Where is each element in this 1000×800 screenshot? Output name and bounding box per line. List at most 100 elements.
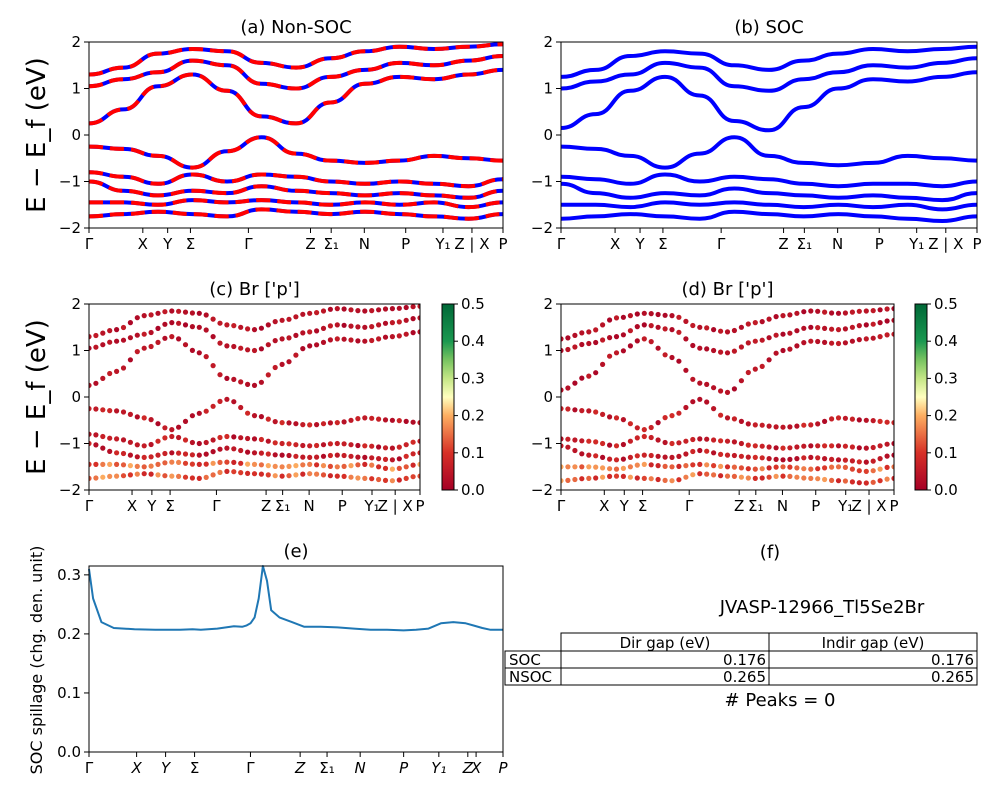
projected-point [176,320,182,326]
projected-point [196,461,202,467]
projected-point [731,327,738,334]
projected-point [238,470,244,476]
indir-gap-value: 0.265 [931,668,974,686]
projected-point [382,417,389,423]
projected-point [396,333,402,339]
x-tick-label: Γ [85,759,94,777]
y-tick-label: 0 [543,126,553,144]
projected-point [389,445,395,451]
plot-frame [88,41,504,229]
x-tick-label: N [359,235,370,253]
projected-point [176,473,182,479]
x-tick-label: Z [734,497,744,515]
projected-point [613,415,620,421]
projected-point [134,463,140,469]
dir-gap-value: 0.265 [723,668,766,686]
projected-point [829,456,835,462]
projected-point [362,461,368,467]
projected-point [884,419,890,425]
projected-point [738,378,745,384]
projected-point [565,346,571,353]
projected-point [100,375,106,381]
projected-point [93,475,99,481]
projected-point [877,456,883,462]
projected-point [320,421,327,427]
projected-point [258,414,264,420]
projected-point [731,452,738,459]
projected-point [724,464,731,470]
projected-point [711,347,717,354]
x-tick-label: P [338,497,347,515]
projected-point [89,382,92,388]
projected-point [265,451,271,457]
projected-point [669,327,675,333]
projected-point [600,474,606,480]
projected-point [148,329,154,336]
projected-point [891,317,894,323]
projected-point [245,347,251,353]
projected-point [794,474,800,480]
projected-point [189,439,195,446]
projected-point [655,463,661,469]
projected-point [842,415,849,421]
x-tick-label: Z [305,235,315,253]
projected-point [348,474,354,480]
projected-point [704,381,710,387]
projected-point [169,308,175,314]
projected-point [835,457,842,463]
projected-point [620,332,627,338]
x-tick-label: Σ₁ [275,497,291,515]
projected-point [327,306,333,312]
projected-point [182,474,189,480]
projected-point [572,447,578,454]
projected-point [176,459,182,465]
projected-point [829,464,835,470]
projected-point [279,317,285,323]
projected-point [300,471,306,477]
projected-point [369,415,375,421]
projected-point [607,473,613,479]
projected-point [579,438,585,444]
projected-point [189,347,195,353]
projected-point [148,417,154,423]
projected-point [787,330,793,336]
projected-point [141,415,147,421]
projected-point [759,363,765,369]
projected-point [593,409,599,415]
projected-point [849,309,856,315]
projected-point [314,310,320,316]
projected-point [773,314,779,320]
projected-point [224,322,230,328]
projected-point [376,322,382,328]
projected-point [120,450,127,457]
projected-point [773,473,779,479]
projected-point [272,463,278,469]
x-tick-label: Γ [557,497,566,515]
projected-point [89,406,92,412]
projected-point [856,337,862,343]
panel-title: (a) Non-SOC [240,17,351,38]
projected-point [210,449,216,455]
projected-point [155,452,161,458]
projected-point [162,473,168,479]
projected-point [389,334,395,340]
projected-point [100,342,106,348]
projected-point [835,478,842,484]
projected-point [203,474,209,480]
projected-point [203,354,209,360]
projected-point [759,319,765,325]
projected-point [655,437,661,443]
projected-point [396,305,402,311]
projected-point [120,462,127,468]
projected-point [265,416,271,422]
projected-point [127,320,133,326]
projected-point [877,478,883,484]
projected-point [627,474,634,480]
projected-point [697,345,703,351]
projected-point [669,478,675,484]
projected-point [327,323,333,329]
x-tick-label: P [498,235,507,253]
projected-point [766,456,772,462]
projected-point [176,336,182,342]
